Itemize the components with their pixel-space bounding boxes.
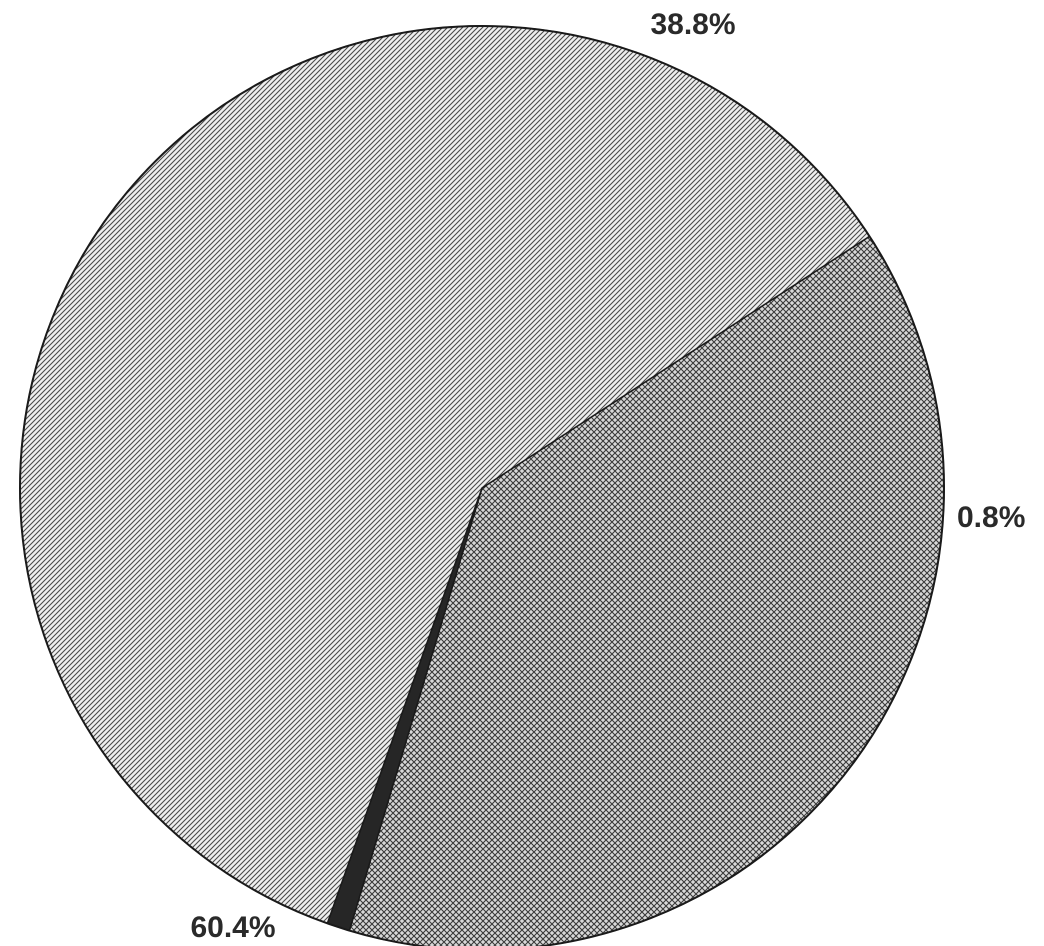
- pie-labels: 38.8% 0.8% 60.4%: [190, 8, 1025, 944]
- pie-outline: [19, 25, 945, 946]
- pie-slices: [19, 25, 945, 946]
- slice-label-38-8pct: 38.8%: [650, 8, 735, 41]
- slice-label-0-8pct: 0.8%: [957, 501, 1025, 534]
- slice-label-60-4pct: 60.4%: [190, 911, 275, 944]
